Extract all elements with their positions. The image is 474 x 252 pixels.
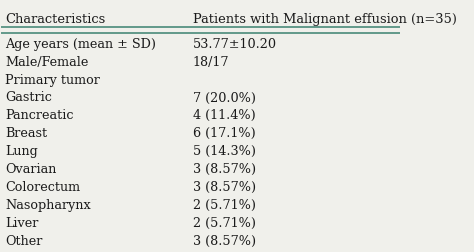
Text: Gastric: Gastric xyxy=(5,91,52,104)
Text: 53.77±10.20: 53.77±10.20 xyxy=(192,38,277,50)
Text: 5 (14.3%): 5 (14.3%) xyxy=(192,145,255,158)
Text: Male/Female: Male/Female xyxy=(5,55,89,68)
Text: 3 (8.57%): 3 (8.57%) xyxy=(192,234,256,247)
Text: Age years (mean ± SD): Age years (mean ± SD) xyxy=(5,38,156,50)
Text: 18/17: 18/17 xyxy=(192,55,229,68)
Text: 6 (17.1%): 6 (17.1%) xyxy=(192,127,255,140)
Text: Ovarian: Ovarian xyxy=(5,163,57,176)
Text: Colorectum: Colorectum xyxy=(5,180,81,194)
Text: Nasopharynx: Nasopharynx xyxy=(5,198,91,211)
Text: 3 (8.57%): 3 (8.57%) xyxy=(192,163,256,176)
Text: Liver: Liver xyxy=(5,216,39,229)
Text: 3 (8.57%): 3 (8.57%) xyxy=(192,180,256,194)
Text: Breast: Breast xyxy=(5,127,47,140)
Text: Other: Other xyxy=(5,234,43,247)
Text: Primary tumor: Primary tumor xyxy=(5,73,100,86)
Text: Characteristics: Characteristics xyxy=(5,13,106,25)
Text: 2 (5.71%): 2 (5.71%) xyxy=(192,198,255,211)
Text: 2 (5.71%): 2 (5.71%) xyxy=(192,216,255,229)
Text: 7 (20.0%): 7 (20.0%) xyxy=(192,91,255,104)
Text: Pancreatic: Pancreatic xyxy=(5,109,74,122)
Text: Patients with Malignant effusion (n=35): Patients with Malignant effusion (n=35) xyxy=(192,13,456,25)
Text: 4 (11.4%): 4 (11.4%) xyxy=(192,109,255,122)
Text: Lung: Lung xyxy=(5,145,38,158)
